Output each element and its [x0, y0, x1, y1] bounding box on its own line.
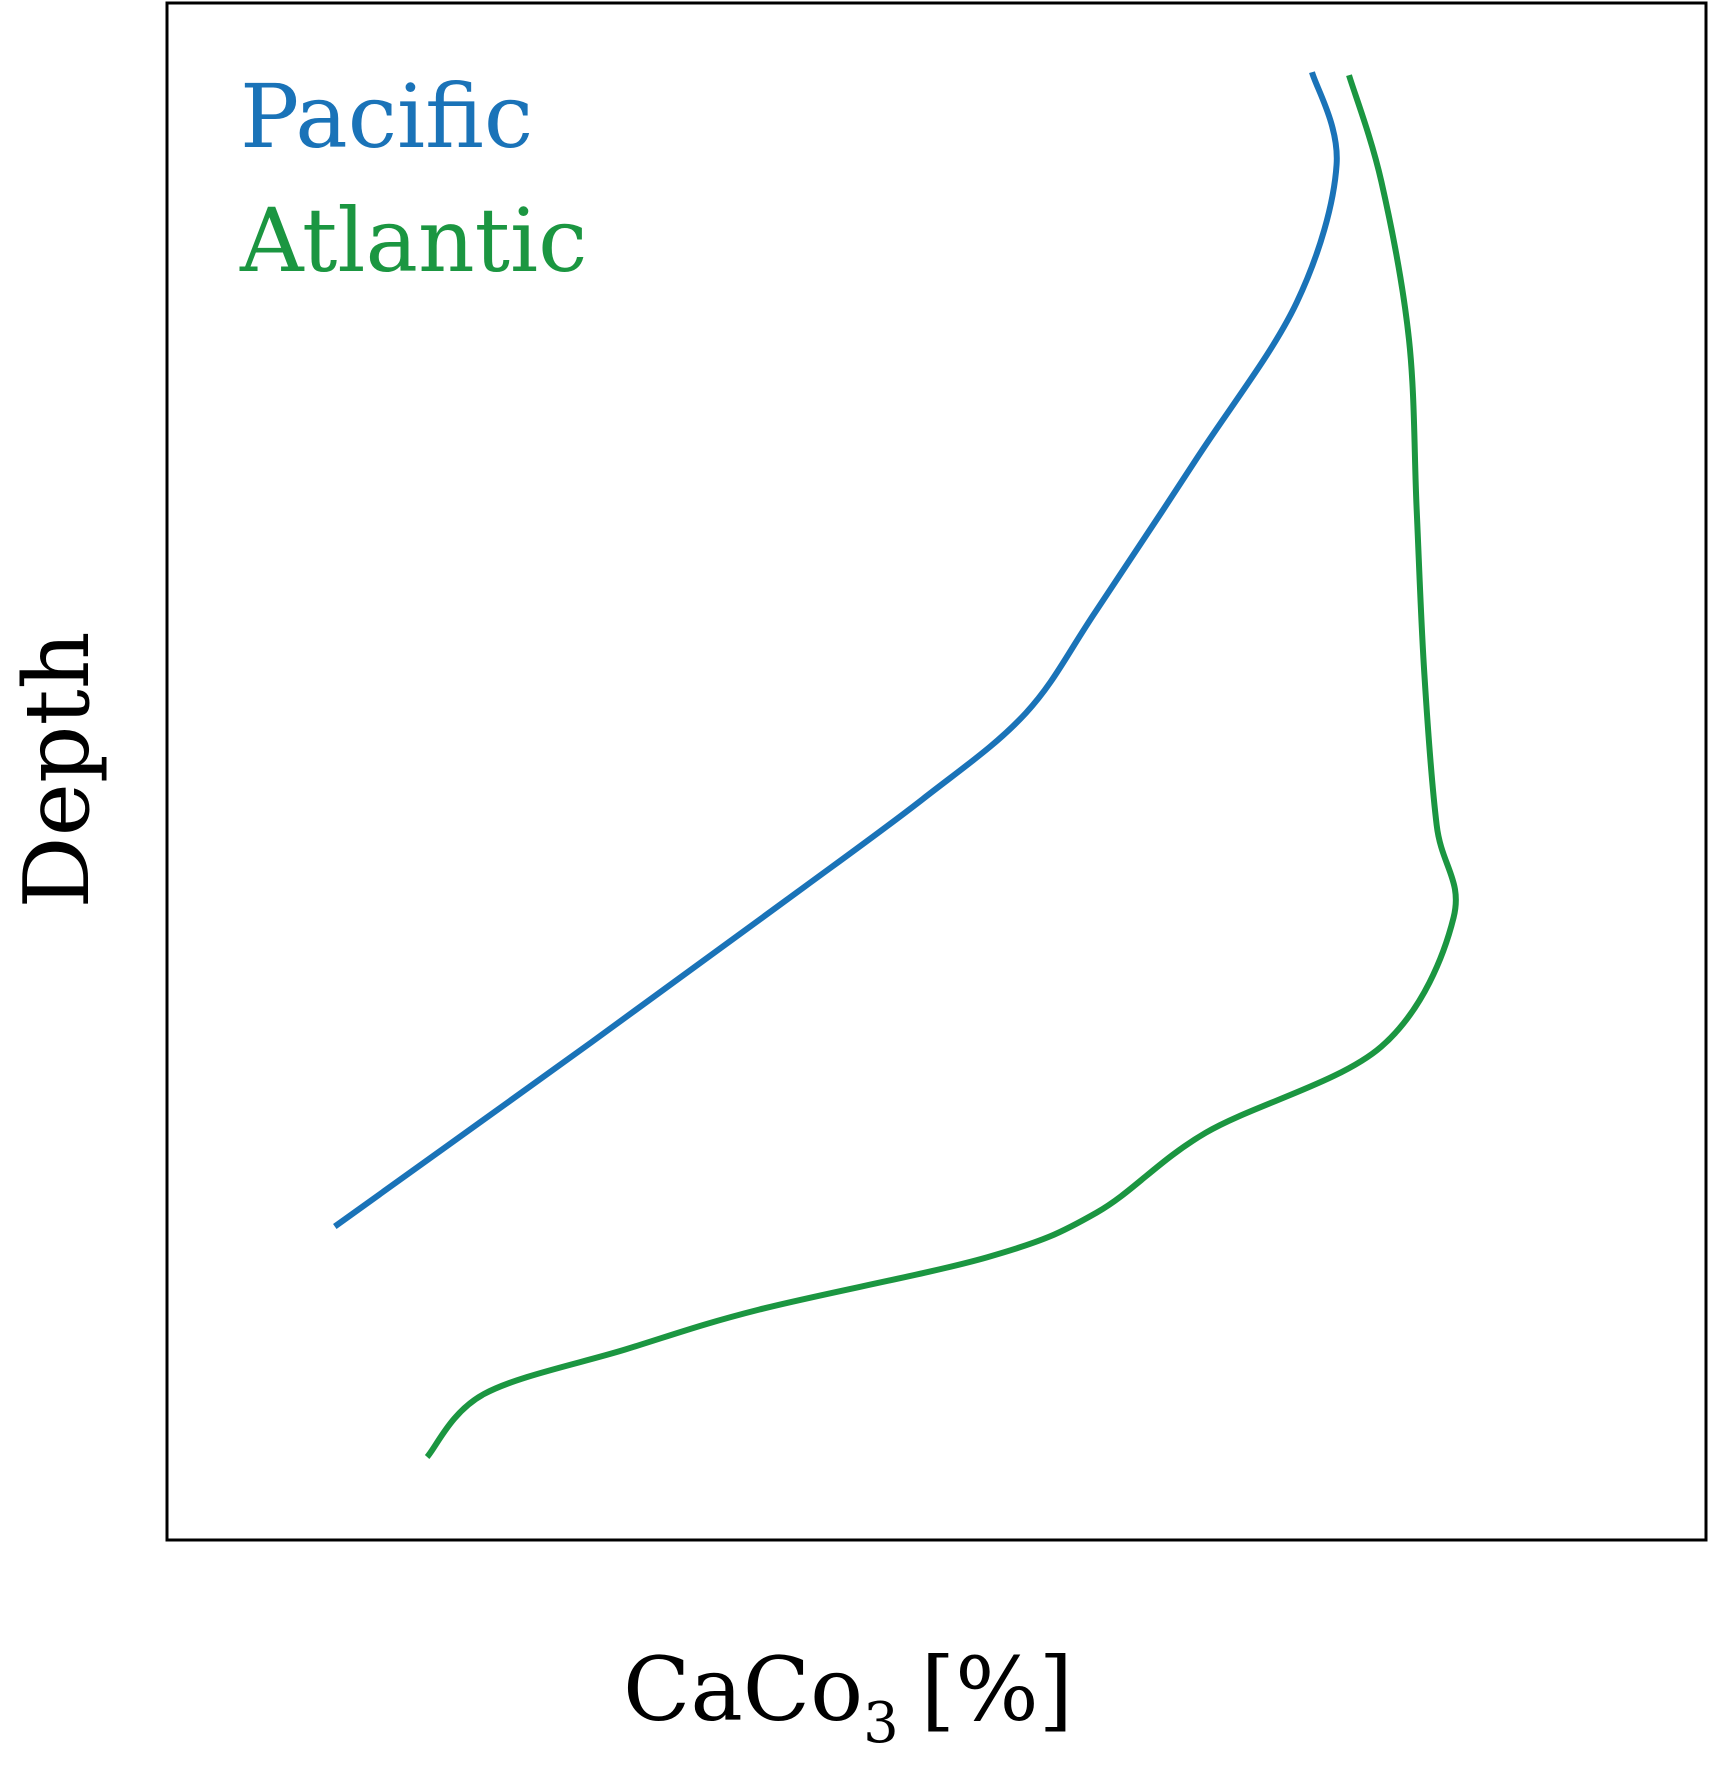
x-axis-label-base: CaCo — [623, 1638, 863, 1741]
x-axis-label: CaCo3 [%] — [623, 1638, 1073, 1756]
plot-frame — [165, 1, 1708, 1542]
x-axis-label-unit: [%] — [921, 1638, 1073, 1741]
series-layer — [333, 71, 1459, 1460]
legend-entry-pacific: Pacific — [240, 65, 533, 168]
series-line-pacific — [333, 71, 1340, 1229]
legend-entry-atlantic: Atlantic — [239, 189, 587, 292]
legend: Pacific Atlantic — [239, 65, 587, 292]
y-axis-label: Depth — [5, 631, 110, 908]
x-axis-label-subscript: 3 — [863, 1691, 899, 1756]
series-line-atlantic — [424, 74, 1459, 1460]
